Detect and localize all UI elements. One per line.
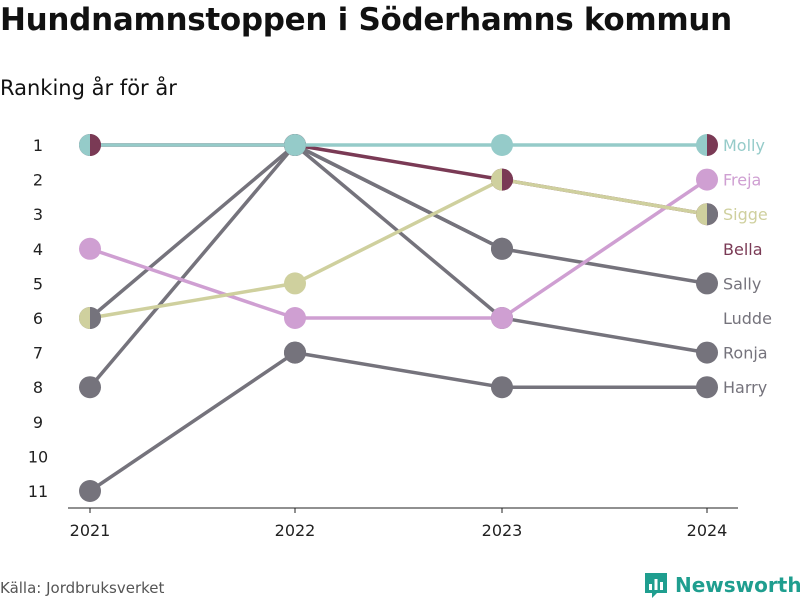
x-tick-label: 2022 xyxy=(275,521,316,540)
series-marker-unnamed xyxy=(284,341,306,364)
y-tick-label: 1 xyxy=(33,136,43,155)
series-marker-molly xyxy=(696,134,707,156)
series-line-sally xyxy=(88,143,297,320)
bump-chart: 1 2 3 4 5 6 7 8 9 10 11 2021 2022 2023 2024 Molly Freja… xyxy=(28,134,772,540)
series-line-sally xyxy=(500,247,709,286)
series-marker-unnamed xyxy=(491,237,513,260)
series-marker-molly-half xyxy=(90,134,101,156)
series-line-freja xyxy=(88,247,297,320)
series-marker-sigge xyxy=(696,203,707,226)
x-tick-label: 2023 xyxy=(482,521,523,540)
series-markers xyxy=(79,134,718,502)
series-label-molly: Molly xyxy=(723,136,765,155)
axes: 1 2 3 4 5 6 7 8 9 10 11 2021 2022 2023 2024 xyxy=(28,136,738,540)
series-line-harry xyxy=(293,350,504,389)
series-lines xyxy=(88,143,709,493)
series-label-sally: Sally xyxy=(723,274,761,293)
y-tick-label: 5 xyxy=(33,274,43,293)
series-labels: Molly Freja Sigge Bella Sally Ludde Ronja Harry xyxy=(723,136,772,397)
series-label-ronja: Ronja xyxy=(723,344,768,363)
series-marker-sigge-half xyxy=(707,203,718,226)
series-label-ludde: Ludde xyxy=(723,309,772,328)
series-label-bella: Bella xyxy=(723,240,763,259)
series-marker-harry xyxy=(491,376,513,399)
series-marker-sigge xyxy=(491,168,502,191)
series-marker-molly xyxy=(284,134,306,156)
x-tick-label: 2021 xyxy=(70,521,111,540)
y-tick-label: 11 xyxy=(28,482,48,501)
series-marker-ronja xyxy=(696,341,718,364)
series-line-ronja xyxy=(88,143,297,389)
series-label-sigge: Sigge xyxy=(723,205,768,224)
series-marker-sigge xyxy=(79,307,90,329)
brand-name: Newsworthy xyxy=(675,573,800,597)
series-label-harry: Harry xyxy=(723,378,767,397)
y-tick-label: 2 xyxy=(33,171,43,190)
series-label-freja: Freja xyxy=(723,171,761,190)
series-marker-ronja xyxy=(79,376,101,399)
series-line-sigge xyxy=(88,281,297,320)
source-note: Källa: Jordbruksverket xyxy=(0,579,165,597)
series-line-sigge xyxy=(293,177,504,286)
series-marker-freja xyxy=(696,168,718,191)
chart-subtitle: Ranking år för år xyxy=(0,76,177,100)
y-tick-label: 9 xyxy=(33,413,43,432)
series-marker-harry xyxy=(696,376,718,399)
y-tick-label: 7 xyxy=(33,344,43,363)
brand-logo: Newsworthy xyxy=(643,569,800,601)
y-tick-label: 8 xyxy=(33,378,43,397)
y-tick-label: 10 xyxy=(28,447,48,466)
series-marker-freja xyxy=(491,307,513,329)
newsworthy-logo-icon xyxy=(645,573,667,598)
series-line-sigge xyxy=(500,177,709,216)
series-line-harry xyxy=(88,350,297,493)
y-tick-label: 4 xyxy=(33,240,43,259)
chart-title: Hundnamnstoppen i Söderhamns kommun xyxy=(0,2,732,38)
series-marker-molly xyxy=(491,134,513,156)
series-marker-sigge-half xyxy=(90,307,101,329)
series-marker-harry xyxy=(79,480,101,502)
x-tick-label: 2024 xyxy=(687,521,728,540)
series-line-unnamed xyxy=(293,143,504,251)
series-marker-molly-half xyxy=(707,134,718,156)
series-marker-molly xyxy=(79,134,90,156)
series-line-freja xyxy=(500,177,709,320)
series-marker-sally xyxy=(696,272,718,295)
series-marker-sigge-half xyxy=(502,168,513,191)
series-marker-freja xyxy=(284,307,306,329)
series-marker-sigge xyxy=(284,272,306,295)
series-line-bella xyxy=(293,143,504,182)
series-marker-freja xyxy=(79,237,101,260)
series-line-ronja xyxy=(500,316,709,355)
y-tick-label: 6 xyxy=(33,309,43,328)
y-tick-label: 3 xyxy=(33,205,43,224)
